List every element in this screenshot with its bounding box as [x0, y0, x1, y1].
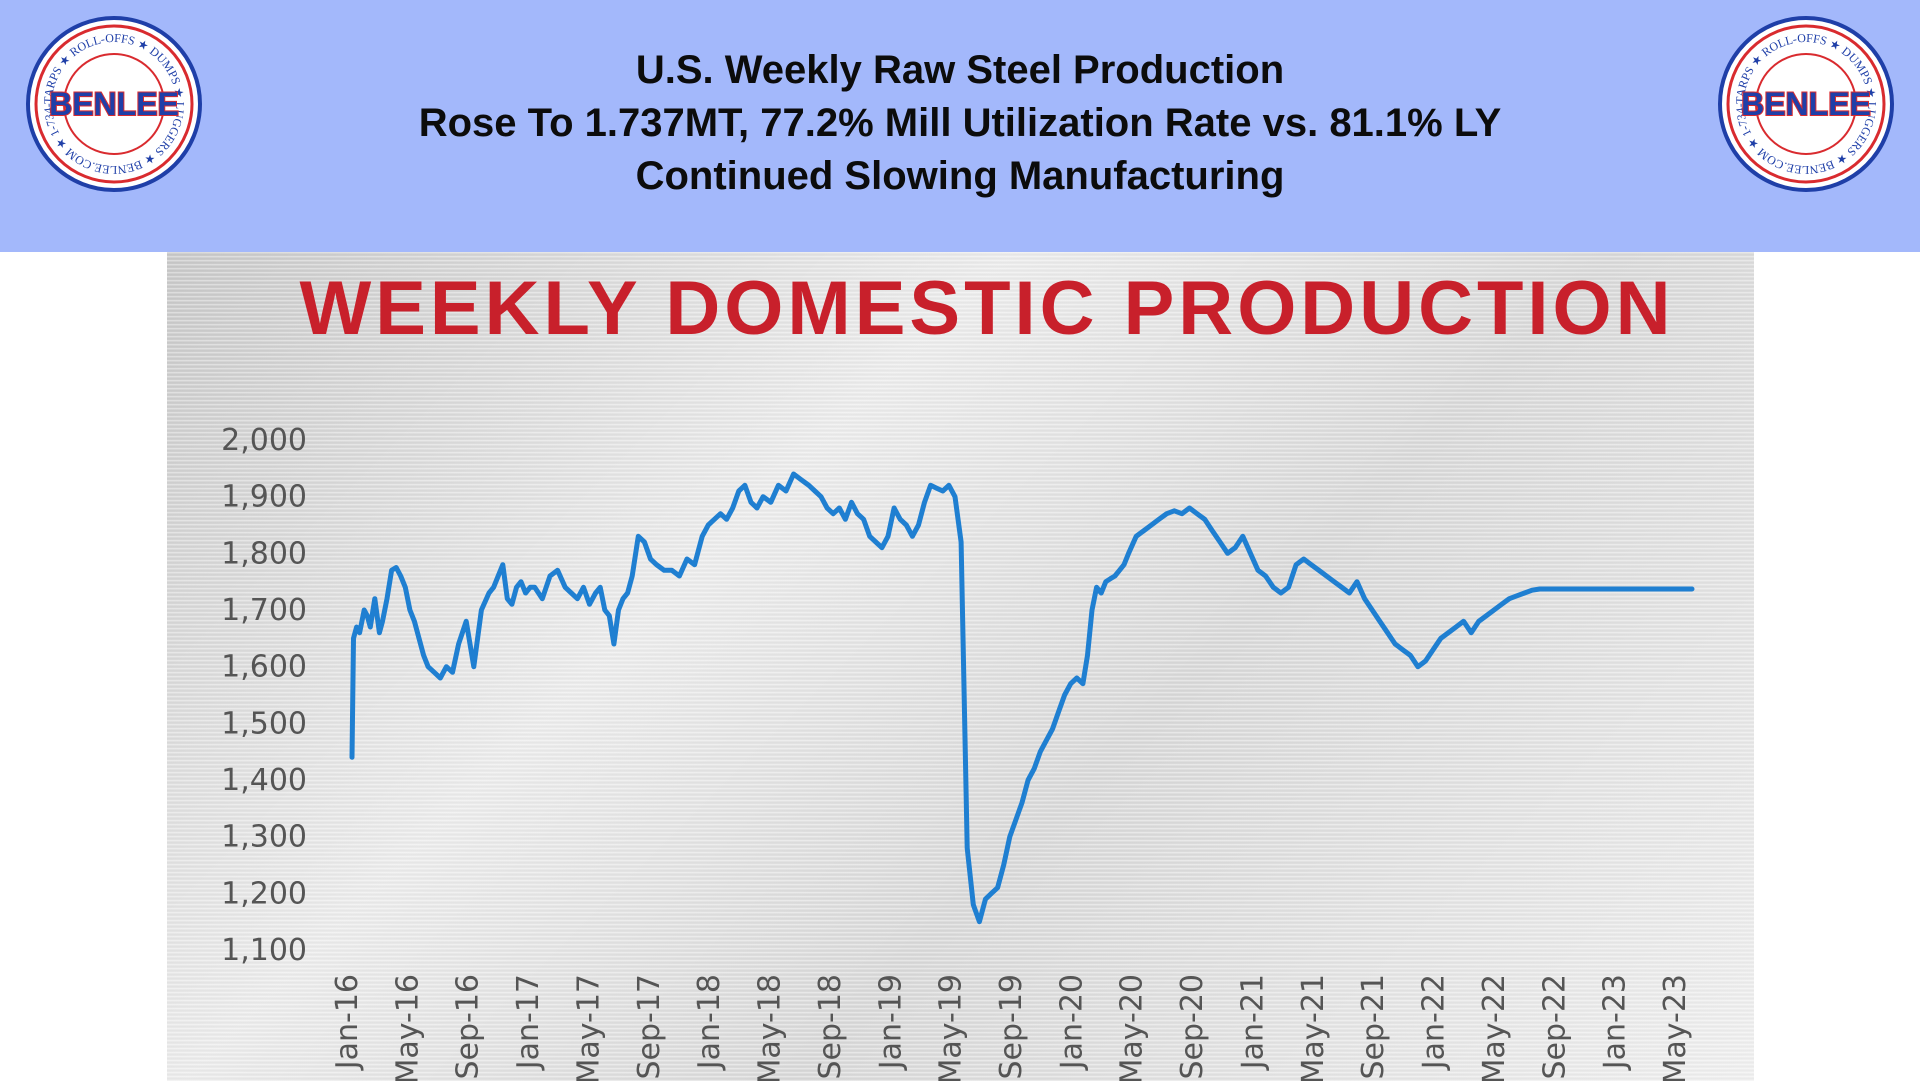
y-axis-ticks: 2,000 1,900 1,800 1,700 1,600 1,500 1,400 1,300… [221, 423, 307, 968]
x-tick-label: Jan-19 [873, 974, 908, 1071]
series-layer [349, 471, 1695, 925]
x-axis-ticks: Jan-16 May-16 Sep-16 Jan-17 May-17 Sep-17 Jan-… [330, 974, 1693, 1081]
headline-line-2: Rose To 1.737MT, 77.2% Mill Utilization … [418, 101, 1502, 145]
x-tick-label: Sep-17 [632, 974, 667, 1080]
x-tick-label: Jan-21 [1235, 974, 1270, 1071]
x-tick-label: Jan-16 [330, 974, 365, 1071]
x-tick-label: Sep-16 [451, 974, 486, 1080]
chart-title: WEEKLY DOMESTIC PRODUCTION [300, 266, 1675, 351]
x-tick-label: May-21 [1296, 974, 1331, 1081]
benlee-logo-right: TARPS ★ ROLL-OFFS ★ DUMPS ★ LUGGERS ★ BE… [1716, 14, 1894, 192]
logo-brand-text: BENLEE [49, 86, 179, 122]
benlee-logo-left: TARPS ★ ROLL-OFFS ★ DUMPS ★ LUGGERS ★ BE… [24, 14, 202, 192]
y-tick-label: 2,000 [221, 423, 307, 458]
x-tick-label: Jan-23 [1598, 974, 1633, 1071]
x-tick-label: May-20 [1115, 974, 1150, 1081]
x-tick-label: Jan-18 [692, 974, 727, 1071]
y-tick-label: 1,200 [221, 876, 307, 911]
x-tick-label: Jan-22 [1417, 974, 1452, 1071]
x-tick-label: May-18 [753, 974, 788, 1081]
header-banner: U.S. Weekly Raw Steel Production Rose To… [0, 0, 1920, 252]
y-tick-label: 1,500 [221, 706, 307, 741]
headline-line-1: U.S. Weekly Raw Steel Production [635, 48, 1285, 92]
x-tick-label: May-17 [571, 974, 606, 1081]
y-tick-label: 1,800 [221, 536, 307, 571]
production-series-line [349, 471, 1695, 925]
logo-brand-text: BENLEE [1741, 86, 1871, 122]
chart-panel: WEEKLY DOMESTIC PRODUCTION 2,000 1,900 1,8… [167, 252, 1754, 1081]
y-tick-label: 1,900 [221, 480, 307, 515]
y-tick-label: 1,300 [221, 820, 307, 855]
production-line-chart: WEEKLY DOMESTIC PRODUCTION 2,000 1,900 1,8… [221, 266, 1695, 1081]
x-tick-label: Sep-21 [1356, 974, 1391, 1080]
x-tick-label: Jan-20 [1054, 974, 1089, 1071]
x-tick-label: Sep-18 [813, 974, 848, 1080]
x-tick-label: May-19 [934, 974, 969, 1081]
x-tick-label: Sep-22 [1537, 974, 1572, 1080]
x-tick-label: May-23 [1658, 974, 1693, 1081]
x-tick-label: Sep-19 [994, 974, 1029, 1080]
y-tick-label: 1,400 [221, 763, 307, 798]
x-tick-label: Sep-20 [1175, 974, 1210, 1080]
y-tick-label: 1,600 [221, 650, 307, 685]
y-tick-label: 1,700 [221, 593, 307, 628]
headline-line-3: Continued Slowing Manufacturing [635, 154, 1285, 198]
x-tick-label: Jan-17 [511, 974, 546, 1071]
x-tick-label: May-16 [390, 974, 425, 1081]
x-tick-label: May-22 [1477, 974, 1512, 1081]
y-tick-label: 1,100 [221, 933, 307, 968]
